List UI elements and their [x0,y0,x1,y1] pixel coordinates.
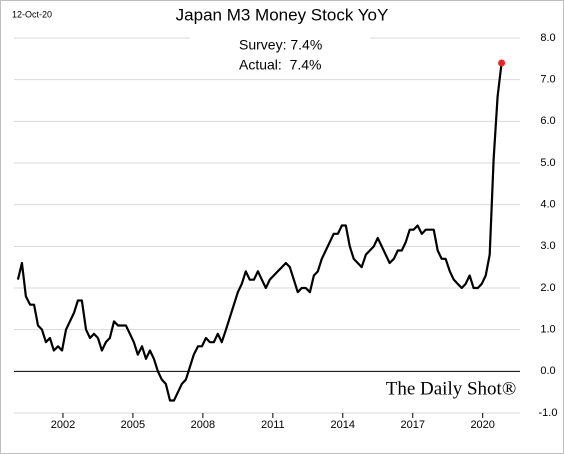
x-tick-label: 2014 [331,419,355,431]
end-marker [498,59,506,67]
plot-area: -1.0 0.0 1.0 2.0 3.0 4.0 5.0 6.0 7.0 8.0 2002 2005 2… [14,32,557,431]
y-tick-label: 3.0 [540,240,555,252]
x-tick-label: 2008 [191,419,215,431]
x-tick-label: 2011 [261,419,285,431]
annotation: Survey: 7.4% [239,37,322,53]
y-tick-label: 0.0 [540,365,555,377]
annotation-box [190,34,370,78]
x-tick-label: 2020 [470,419,494,431]
x-tick-label: 2002 [51,419,75,431]
y-tick-label: 1.0 [540,324,555,336]
y-tick-label: 7.0 [540,74,555,86]
y-tick-label: 4.0 [540,199,555,211]
y-tick-label: 2.0 [540,282,555,294]
date-label: 12-Oct-20 [12,9,52,19]
chart-title: Japan M3 Money Stock YoY [176,5,389,24]
y-tick-label: 8.0 [540,32,555,44]
y-tick-label: 5.0 [540,157,555,169]
x-tick-label: 2017 [400,419,424,431]
line-series [16,62,503,402]
source-box [380,378,520,404]
y-tick-label: 6.0 [540,115,555,127]
source: The Daily Shot® [386,378,517,399]
x-tick-label: 2005 [121,419,145,431]
annotation: Actual: 7.4% [239,57,322,73]
y-tick-label: -1.0 [539,407,558,419]
